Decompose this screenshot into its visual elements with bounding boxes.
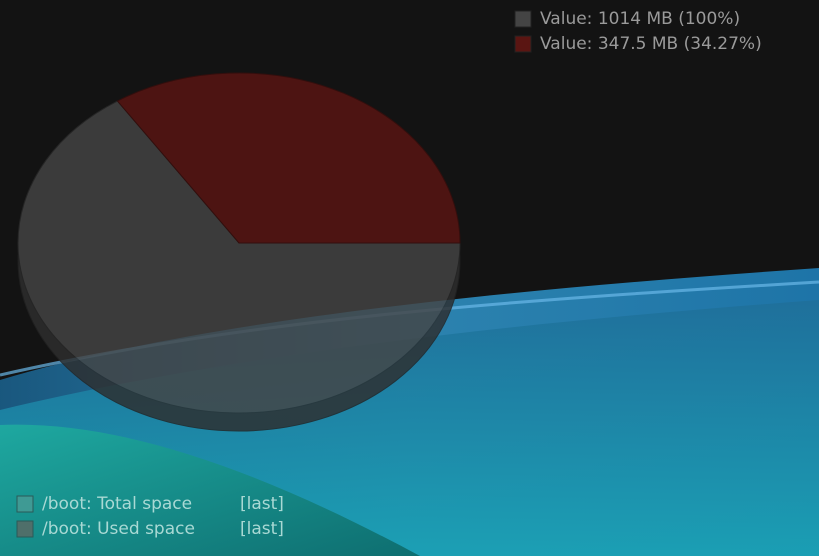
legend-swatch <box>514 10 532 28</box>
legend-swatch <box>514 35 532 53</box>
legend-label: Value: 347.5 MB (34.27%) <box>540 34 762 54</box>
legend-label: Value: 1014 MB (100%) <box>540 9 740 29</box>
legend-swatch <box>16 520 34 538</box>
legend-function: [last] <box>240 494 284 514</box>
legend: Value: 1014 MB (100%) Value: 347.5 MB (34… <box>16 9 762 539</box>
wallpaper-swirl <box>0 424 420 556</box>
pie-slice <box>17 100 461 414</box>
pie <box>17 72 461 432</box>
legend-function: [last] <box>240 519 284 539</box>
legend-swatch <box>16 495 34 513</box>
pie-slice <box>116 72 461 244</box>
legend-label: /boot: Total space <box>42 494 192 514</box>
legend-label: /boot: Used space <box>42 519 195 539</box>
